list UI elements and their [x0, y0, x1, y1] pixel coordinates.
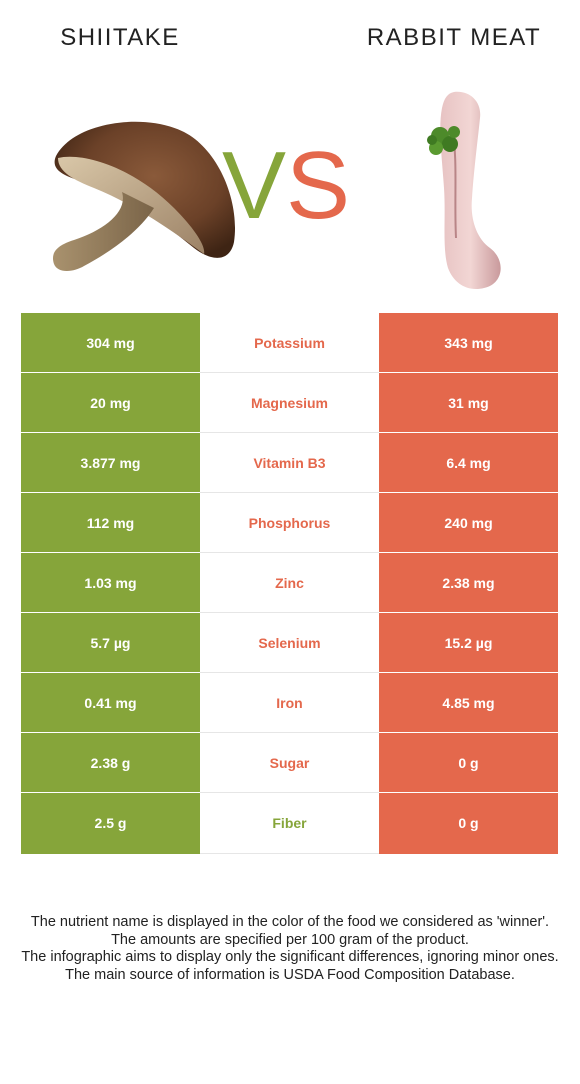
table-row: 3.877 mg Vitamin B3 6.4 mg [21, 432, 558, 493]
nutrient-name: Zinc [200, 552, 379, 613]
left-value: 20 mg [21, 372, 200, 433]
right-value: 343 mg [379, 313, 558, 373]
left-value: 1.03 mg [21, 552, 200, 613]
table-row: 112 mg Phosphorus 240 mg [21, 492, 558, 553]
right-value: 15.2 µg [379, 612, 558, 673]
footer-line: The main source of information is USDA F… [65, 966, 515, 983]
right-food-title: RABBIT MEAT [366, 24, 542, 51]
left-value: 112 mg [21, 492, 200, 553]
left-value: 2.5 g [21, 792, 200, 854]
nutrient-name: Sugar [200, 732, 379, 793]
footer-line: The nutrient name is displayed in the co… [30, 914, 550, 930]
left-value: 5.7 µg [21, 612, 200, 673]
versus-v: V [222, 132, 287, 239]
left-value: 3.877 mg [21, 432, 200, 493]
left-value: 304 mg [21, 313, 200, 373]
right-value: 240 mg [379, 492, 558, 553]
table-row: 20 mg Magnesium 31 mg [21, 372, 558, 433]
right-value: 0 g [379, 792, 558, 854]
left-value: 2.38 g [21, 732, 200, 793]
right-value: 31 mg [379, 372, 558, 433]
footer-line: The infographic aims to display only the… [21, 949, 559, 965]
footer-notes: The nutrient name is displayed in the co… [18, 914, 562, 984]
shiitake-mushroom-image [52, 121, 236, 271]
table-row: 304 mg Potassium 343 mg [21, 313, 558, 373]
nutrient-name: Fiber [200, 792, 379, 854]
right-value: 0 g [379, 732, 558, 793]
table-row: 5.7 µg Selenium 15.2 µg [21, 612, 558, 673]
right-value: 4.85 mg [379, 672, 558, 733]
versus-label: VS [222, 138, 350, 234]
table-row: 0.41 mg Iron 4.85 mg [21, 672, 558, 733]
table-row: 2.38 g Sugar 0 g [21, 732, 558, 793]
nutrient-name: Phosphorus [200, 492, 379, 553]
table-row: 2.5 g Fiber 0 g [21, 792, 558, 854]
nutrient-name: Potassium [200, 313, 379, 373]
right-value: 2.38 mg [379, 552, 558, 613]
nutrient-name: Vitamin B3 [200, 432, 379, 493]
nutrient-comparison-table: 304 mg Potassium 343 mg 20 mg Magnesium … [21, 313, 558, 854]
nutrient-name: Magnesium [200, 372, 379, 433]
nutrient-name: Iron [200, 672, 379, 733]
rabbit-meat-image [427, 91, 501, 290]
footer-line: The amounts are specified per 100 gram o… [111, 931, 469, 948]
table-row: 1.03 mg Zinc 2.38 mg [21, 552, 558, 613]
left-value: 0.41 mg [21, 672, 200, 733]
right-value: 6.4 mg [379, 432, 558, 493]
nutrient-name: Selenium [200, 612, 379, 673]
left-food-title: SHIITAKE [60, 24, 180, 51]
versus-s: S [286, 132, 351, 239]
